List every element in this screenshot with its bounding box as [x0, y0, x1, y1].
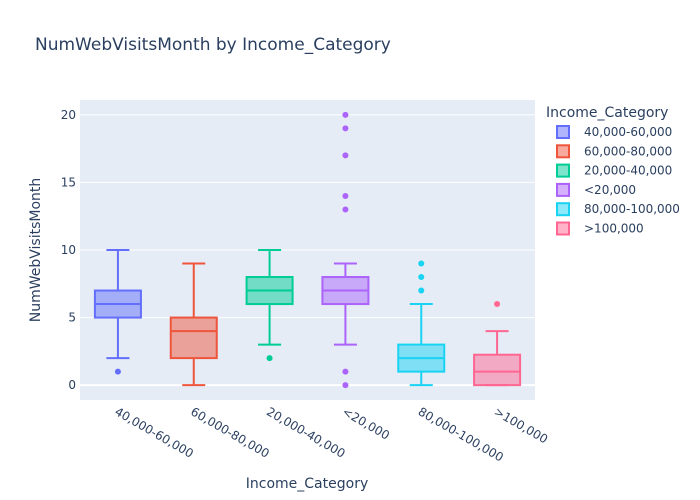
x-axis-title: Income_Category [246, 476, 368, 492]
x-tick-label: >100,000 [492, 404, 551, 446]
boxes [93, 111, 522, 389]
outlier-point [342, 111, 349, 118]
y-tick-label: 10 [61, 243, 76, 257]
box-2 [169, 262, 218, 387]
outlier-point [494, 301, 501, 308]
outlier-point [342, 206, 349, 213]
box-3 [245, 249, 294, 362]
legend-label: 60,000-80,000 [584, 144, 672, 158]
grid [80, 114, 535, 387]
x-tick-label: <20,000 [340, 404, 392, 442]
legend-item: 20,000-40,000 [556, 163, 672, 178]
box-4 [321, 111, 370, 389]
iqr-box [169, 316, 218, 360]
outlier-point [418, 260, 425, 267]
legend: Income_Category 40,000-60,000 60,000-80,0… [546, 105, 680, 236]
legend-label: 20,000-40,000 [584, 164, 672, 178]
x-tick-label: 20,000-40,000 [264, 404, 347, 460]
legend-label: <20,000 [584, 183, 636, 197]
legend-item: <20,000 [556, 182, 636, 197]
iqr-box [473, 353, 522, 387]
legend-swatch [556, 125, 570, 139]
legend-swatch [556, 202, 570, 217]
y-tick-labels: 0 5 10 15 20 [61, 108, 76, 392]
outlier-point [418, 274, 425, 281]
legend-label: 80,000-100,000 [584, 202, 680, 216]
x-tick-label: 40,000-60,000 [112, 404, 195, 460]
outlier-point [342, 382, 349, 389]
y-tick-label: 0 [68, 378, 76, 392]
legend-item: 60,000-80,000 [556, 144, 672, 159]
box-6 [473, 301, 522, 387]
outlier-point [342, 125, 349, 132]
y-axis-title: NumWebVisitsMonth [28, 178, 44, 323]
outlier-point [342, 152, 349, 159]
legend-item: 80,000-100,000 [556, 202, 680, 217]
legend-label: >100,000 [584, 222, 644, 236]
outlier-point [342, 192, 349, 199]
legend-item: 40,000-60,000 [556, 125, 672, 139]
x-tick-labels: 40,000-60,00060,000-80,00020,000-40,000<… [112, 404, 550, 464]
box-5 [397, 260, 446, 387]
y-tick-label: 20 [61, 108, 76, 122]
legend-item: >100,000 [556, 221, 644, 236]
chart-title: NumWebVisitsMonth by Income_Category [35, 35, 391, 55]
box-1 [93, 249, 142, 375]
outlier-point [266, 355, 273, 362]
legend-label: 40,000-60,000 [584, 125, 672, 139]
outlier-point [114, 368, 121, 375]
legend-swatch [556, 163, 570, 178]
legend-title: Income_Category [546, 105, 668, 121]
outlier-point [342, 368, 349, 375]
legend-swatch [556, 144, 570, 159]
y-tick-label: 15 [61, 175, 76, 189]
legend-swatch [556, 221, 570, 236]
legend-swatch [556, 182, 570, 197]
outlier-point [418, 287, 425, 294]
y-tick-label: 5 [68, 311, 76, 325]
x-tick-label: 60,000-80,000 [188, 404, 271, 460]
